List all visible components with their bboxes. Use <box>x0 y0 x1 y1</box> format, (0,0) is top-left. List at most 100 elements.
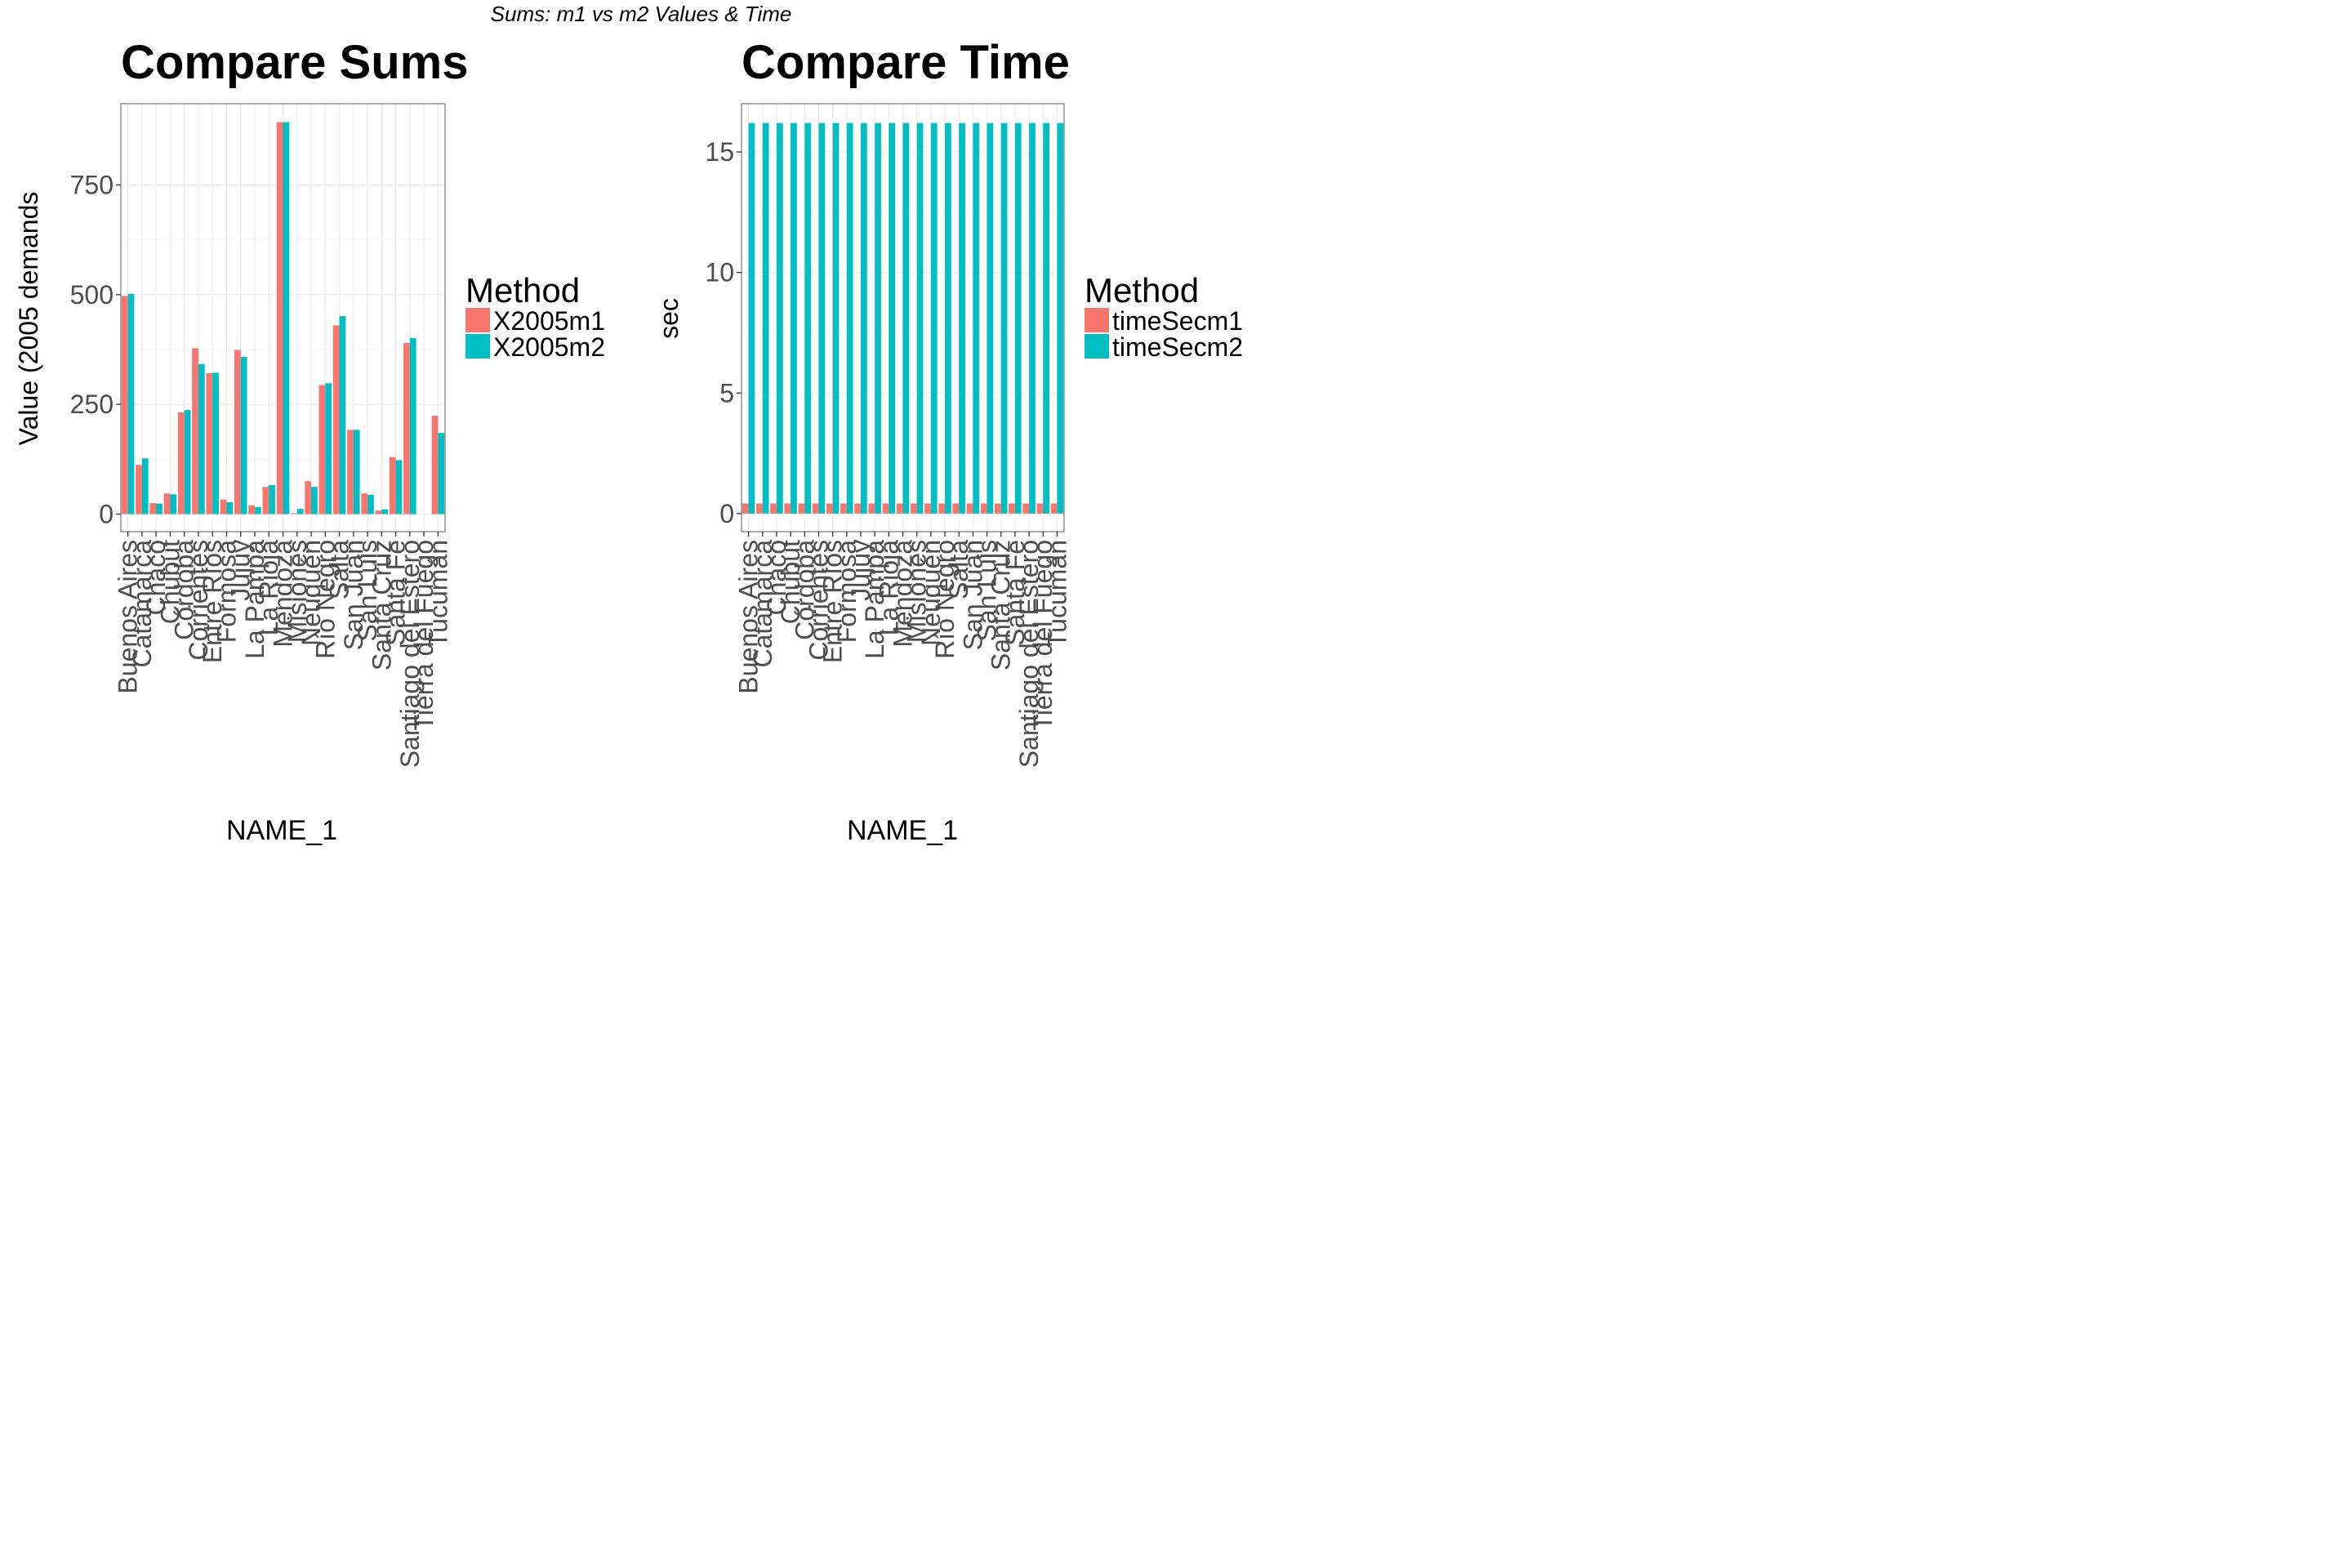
sums-bar-x2005m1-tucuman <box>431 416 439 514</box>
sums-bar-x2005m1-santiago-del-estero <box>403 342 410 514</box>
time-x-tick-label-formosa: Formosa <box>832 540 862 643</box>
time-bar-timesecm1-rio-negro <box>938 503 946 514</box>
sums-x-tick-label-catamarca: Catamarca <box>127 540 157 668</box>
sums-x-tick-label-tierra-del-fuego: Tierra del Fuego <box>409 540 439 731</box>
time-bar-timesecm1-san-luis <box>980 503 987 514</box>
sums-legend-label-m1: X2005m1 <box>493 306 605 336</box>
sums-bar-x2005m1-neuquen <box>305 481 312 514</box>
sums-x-tick-label-entre-rios: Entre Ríos <box>198 540 227 663</box>
time-legend-label-m1: timeSecm1 <box>1112 306 1243 336</box>
time-x-tick-label-jujuy: Jujuy <box>846 540 875 601</box>
sums-bar-x2005m2-chubut <box>170 494 177 514</box>
time-bar-timesecm2-buenos-aires <box>748 122 755 514</box>
sums-bar-x2005m2-santiago-del-estero <box>409 337 416 514</box>
sums-bar-x2005m1-la-rioja <box>262 487 270 514</box>
time-bar-timesecm2-formosa <box>846 122 853 514</box>
time-plot-area <box>741 103 1065 532</box>
time-bar-timesecm2-san-luis <box>987 122 994 514</box>
time-bar-timesecm1-tierra-del-fuego <box>1036 503 1044 514</box>
sums-x-tick-label-cordoba: Córdoba <box>170 540 199 640</box>
time-bar-timesecm2-santa-cruz <box>1000 122 1008 514</box>
sums-bar-x2005m2-misiones <box>296 509 304 514</box>
sums-x-tick-label-chaco: Chaco <box>141 540 171 616</box>
sums-bar-x2005m1-formosa <box>220 499 227 514</box>
time-chart: Compare Time NAME_1 sec Method timeSecm1… <box>654 36 1243 846</box>
time-x-tick-label-misiones: Misiones <box>902 540 932 643</box>
time-bar-timesecm1-jujuy <box>854 503 861 514</box>
time-bar-timesecm2-tucuman <box>1057 122 1064 514</box>
time-bar-timesecm2-chubut <box>791 122 797 514</box>
time-bar-timesecm2-la-pampa <box>875 122 881 514</box>
sums-bar-x2005m1-chaco <box>149 503 157 514</box>
time-x-tick-label-tierra-del-fuego: Tierra del Fuego <box>1028 540 1058 731</box>
sums-bar-x2005m1-cordoba <box>177 412 185 514</box>
time-bar-timesecm2-san-juan <box>973 122 980 514</box>
sums-bar-x2005m2-santa-fe <box>395 460 403 514</box>
time-legend-label-m2: timeSecm2 <box>1112 332 1243 362</box>
time-bar-timesecm1-mendoza <box>896 503 903 514</box>
time-legend-title: Method <box>1085 271 1199 310</box>
time-x-tick-label-buenos-aires: Buenos Aires <box>734 540 764 694</box>
sums-bar-x2005m2-santa-cruz <box>381 509 389 514</box>
sums-legend-key-m1 <box>466 308 490 332</box>
time-bar-timesecm2-tierra-del-fuego <box>1043 122 1049 514</box>
time-legend: Method timeSecm1 timeSecm2 <box>1085 271 1243 362</box>
sums-bar-x2005m2-formosa <box>226 501 234 514</box>
sums-x-tick-label-chubut: Chubut <box>155 540 185 624</box>
time-x-tick-label-rio-negro: Río Negro <box>930 540 960 659</box>
time-bar-timesecm1-santa-cruz <box>994 503 1001 514</box>
time-x-tick-label-santa-fe: Santa Fe <box>1000 540 1030 646</box>
sums-x-tick-label-santa-cruz: Santa Cruz <box>367 540 396 670</box>
time-bar-timesecm1-la-rioja <box>882 503 889 514</box>
sums-x-tick-label-santa-fe: Santa Fe <box>381 540 411 646</box>
sums-legend-key-m2 <box>466 334 490 359</box>
time-bar-timesecm2-la-rioja <box>889 122 896 514</box>
time-bar-timesecm1-entre-rios <box>826 503 833 514</box>
time-chart-title: Compare Time <box>742 36 1070 89</box>
sums-x-tick-label-jujuy: Jujuy <box>226 540 256 601</box>
sums-legend-title: Method <box>466 271 580 310</box>
sums-bar-x2005m1-santa-fe <box>389 457 396 514</box>
sums-bar-x2005m2-san-juan <box>353 430 360 514</box>
time-bar-timesecm1-chaco <box>770 503 777 514</box>
time-x-tick-label-la-rioja: La Rioja <box>874 540 903 636</box>
time-x-tick-label-cordoba: Córdoba <box>790 540 819 640</box>
time-bar-timesecm1-buenos-aires <box>742 503 749 514</box>
sums-x-tick-label-santiago-del-estero: Santiago del Estero <box>395 540 425 768</box>
time-x-tick-label-san-luis: San Luis <box>973 540 1002 642</box>
sums-bar-x2005m1-la-pampa <box>248 505 255 514</box>
sums-bar-x2005m1-mendoza <box>276 122 283 514</box>
time-x-tick-label-neuquen: Neuquén <box>916 540 946 646</box>
sums-bar-x2005m1-san-juan <box>347 430 354 514</box>
sums-bar-x2005m2-san-luis <box>368 494 374 514</box>
time-bar-timesecm1-san-juan <box>966 503 973 514</box>
sums-bar-x2005m1-entre-rios <box>206 372 213 514</box>
sums-bar-x2005m2-catamarca <box>141 458 149 514</box>
sums-bar-x2005m1-jujuy <box>234 350 241 514</box>
sums-x-tick-label-salta: Salta <box>325 540 354 599</box>
sums-bar-x2005m2-chaco <box>156 503 163 514</box>
time-bar-timesecm2-cordoba <box>804 122 812 514</box>
sums-bar-x2005m1-chubut <box>163 493 171 514</box>
sums-chart: Compare Sums NAME_1 Value (2005 demands … <box>14 36 605 846</box>
sums-x-tick-label-la-pampa: La Pampa <box>240 540 270 659</box>
time-bar-timesecm1-cordoba <box>798 503 805 514</box>
time-x-tick-label-la-pampa: La Pampa <box>860 540 889 659</box>
sums-bar-x2005m1-salta <box>332 325 340 514</box>
sums-x-tick-label-buenos-aires: Buenos Aires <box>114 540 143 694</box>
time-x-tick-label-mendoza: Mendoza <box>889 540 918 648</box>
time-y-tick-label: 15 <box>705 137 734 167</box>
sums-bar-x2005m2-tucuman <box>438 433 445 514</box>
time-x-tick-label-chubut: Chubut <box>776 540 805 624</box>
time-bar-timesecm1-corrientes <box>812 503 819 514</box>
sums-x-tick-label-tucuman: Tucumán <box>423 540 452 648</box>
sums-bar-x2005m1-catamarca <box>136 465 142 514</box>
time-x-tick-label-tucuman: Tucumán <box>1042 540 1071 648</box>
sums-bar-x2005m2-jujuy <box>240 357 247 514</box>
time-x-tick-label-entre-rios: Entre Ríos <box>818 540 848 663</box>
time-x-axis-label: NAME_1 <box>847 815 958 846</box>
sums-x-tick-label-misiones: Misiones <box>283 540 312 643</box>
time-x-tick-label-santiago-del-estero: Santiago del Estero <box>1014 540 1044 768</box>
sums-bar-x2005m1-buenos-aires <box>121 296 128 514</box>
time-bar-timesecm2-mendoza <box>902 122 910 514</box>
